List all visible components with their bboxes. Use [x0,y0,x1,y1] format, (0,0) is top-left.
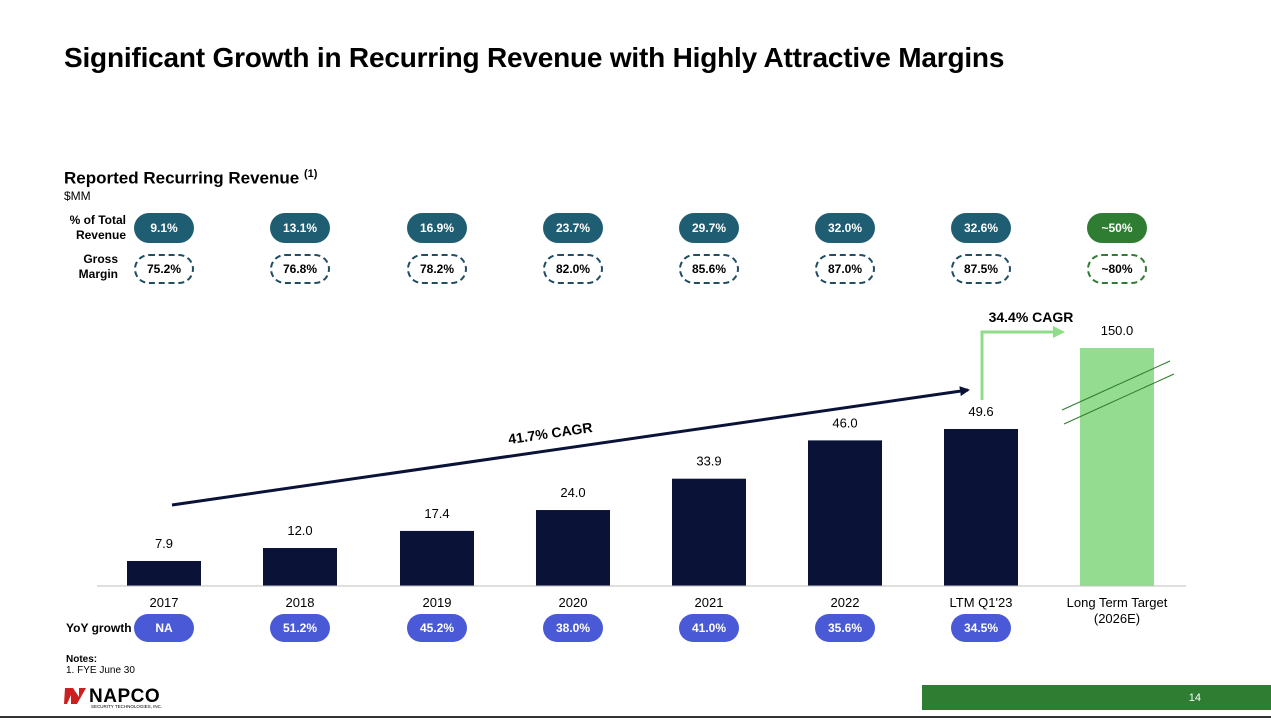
page-number-bar: 14 [922,685,1271,710]
footer-line [0,716,1271,718]
page-number: 14 [1188,692,1201,704]
logo-name: NAPCO [89,686,160,707]
bar [127,560,201,586]
cagr-target-arrow [980,326,1065,400]
pct-total-revenue-pill: ~50% [1087,213,1147,243]
bar-target [1080,348,1154,586]
x-tick-label: Long Term Target [1067,595,1168,610]
bar [400,530,474,586]
unit-label: $MM [64,189,91,203]
bar-value-label: 49.6 [968,404,993,419]
page-title: Significant Growth in Recurring Revenue … [64,42,1005,73]
pct-total-revenue-pill: 23.7% [543,213,603,243]
pct-total-revenue-pill: 16.9% [407,213,467,243]
yoy-growth-pill: 45.2% [407,614,467,642]
bar [808,440,882,586]
x-tick-label: 2021 [695,595,724,610]
yoy-growth-pill: 51.2% [270,614,330,642]
yoy-growth-pill: 38.0% [543,614,603,642]
x-tick-label: (2026E) [1094,611,1140,626]
bar-value-label: 12.0 [287,523,312,538]
bar-value-label: 17.4 [424,506,449,521]
bar-value-label: 33.9 [696,454,721,469]
bar-value-label: 7.9 [155,536,173,551]
gross-margin-oval: 85.6% [679,254,739,284]
pct-total-revenue-pill: 32.0% [815,213,875,243]
napco-logo-mark [64,688,86,704]
axis-break-line-1 [1061,360,1171,411]
pct-total-revenue-pill: 29.7% [679,213,739,243]
gross-margin-oval: 82.0% [543,254,603,284]
axis-break-line-2 [1063,373,1175,425]
gross-margin-oval: 87.0% [815,254,875,284]
cagr-historic-label: 41.7% CAGR [507,419,593,447]
gross-margin-oval: 75.2% [134,254,194,284]
napco-logo: NAPCO SECURITY TECHNOLOGIES, INC. [64,684,214,715]
x-tick-label: 2019 [423,595,452,610]
x-tick-label: 2017 [150,595,179,610]
cagr-target-label: 34.4% CAGR [989,309,1074,325]
pct-total-row-label: % of Total Revenue [69,213,126,242]
bar [536,510,610,586]
gross-margin-oval: 87.5% [951,254,1011,284]
x-tick-label: 2018 [286,595,315,610]
bar [672,478,746,586]
pct-total-revenue-pill: 32.6% [951,213,1011,243]
bar-value-label: 24.0 [560,485,585,500]
gross-margin-oval: 78.2% [407,254,467,284]
gross-margin-oval: ~80% [1087,254,1147,284]
yoy-growth-pill: NA [134,614,194,642]
notes: Notes: 1. FYE June 30 [66,654,135,676]
chart-subtitle: Reported Recurring Revenue (1) [64,168,318,188]
cagr-historic-arrow [171,386,970,507]
bar [263,548,337,586]
gross-margin-row-label: Gross Margin [78,252,118,281]
x-tick-label: LTM Q1'23 [950,595,1013,610]
yoy-growth-pill: 41.0% [679,614,739,642]
bar-value-label: 150.0 [1101,323,1134,338]
yoy-growth-pill: 35.6% [815,614,875,642]
bar [944,429,1018,586]
pct-total-revenue-pill: 9.1% [134,213,194,243]
yoy-row-label: YoY growth [66,621,132,635]
x-tick-label: 2020 [559,595,588,610]
x-tick-label: 2022 [831,595,860,610]
gross-margin-oval: 76.8% [270,254,330,284]
yoy-growth-pill: 34.5% [951,614,1011,642]
bar-value-label: 46.0 [832,415,857,430]
logo-tagline: SECURITY TECHNOLOGIES, INC. [91,704,162,709]
pct-total-revenue-pill: 13.1% [270,213,330,243]
